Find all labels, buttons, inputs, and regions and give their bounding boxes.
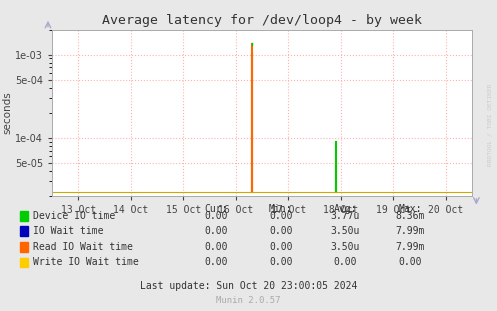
Text: RRDTOOL / TOBI OETIKER: RRDTOOL / TOBI OETIKER (487, 83, 492, 166)
Text: 7.99m: 7.99m (395, 226, 425, 236)
Text: Write IO Wait time: Write IO Wait time (33, 258, 139, 267)
Text: Munin 2.0.57: Munin 2.0.57 (216, 296, 281, 305)
Text: Read IO Wait time: Read IO Wait time (33, 242, 133, 252)
Text: 0.00: 0.00 (204, 226, 228, 236)
Text: Last update: Sun Oct 20 23:00:05 2024: Last update: Sun Oct 20 23:00:05 2024 (140, 281, 357, 291)
Text: 0.00: 0.00 (333, 258, 357, 267)
Text: Min:: Min: (269, 204, 293, 214)
Text: 0.00: 0.00 (269, 211, 293, 221)
Text: 8.36m: 8.36m (395, 211, 425, 221)
Text: 3.50u: 3.50u (331, 226, 360, 236)
Text: 3.50u: 3.50u (331, 242, 360, 252)
Y-axis label: seconds: seconds (2, 91, 12, 134)
Text: 7.99m: 7.99m (395, 242, 425, 252)
Text: 0.00: 0.00 (269, 226, 293, 236)
Text: 3.77u: 3.77u (331, 211, 360, 221)
Text: 0.00: 0.00 (204, 258, 228, 267)
Text: Cur:: Cur: (204, 204, 228, 214)
Text: Avg:: Avg: (333, 204, 357, 214)
Text: 0.00: 0.00 (269, 258, 293, 267)
Text: Max:: Max: (398, 204, 422, 214)
Text: 0.00: 0.00 (204, 211, 228, 221)
Title: Average latency for /dev/loop4 - by week: Average latency for /dev/loop4 - by week (102, 14, 422, 27)
Text: Device IO time: Device IO time (33, 211, 115, 221)
Text: IO Wait time: IO Wait time (33, 226, 103, 236)
Text: 0.00: 0.00 (269, 242, 293, 252)
Text: 0.00: 0.00 (398, 258, 422, 267)
Text: 0.00: 0.00 (204, 242, 228, 252)
